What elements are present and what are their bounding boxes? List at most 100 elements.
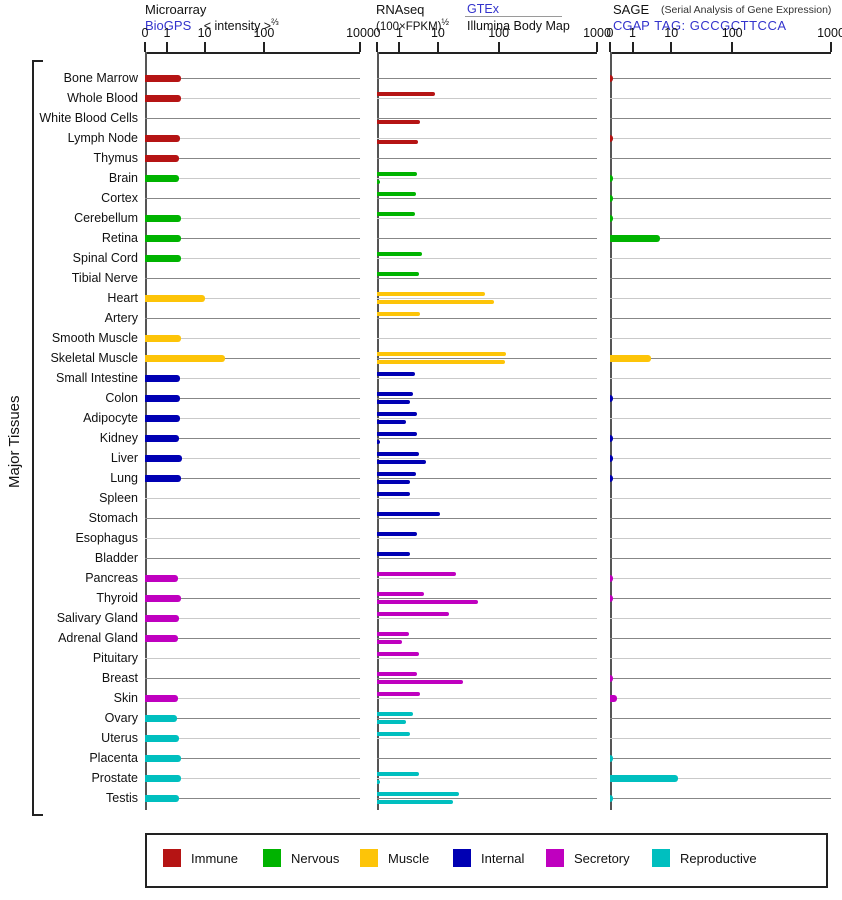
sage-title: SAGE [613,2,650,17]
rnaseq-illumina-bar [377,180,380,184]
tissue-label: Brain [108,171,138,185]
microarray-gridline [145,138,360,139]
cgap-link[interactable]: CGAP [613,18,650,33]
rnaseq-gtex-bar [377,492,411,496]
rnaseq-gtex-bar [377,612,449,616]
rnaseq-gridline [377,218,597,219]
microarray-gridline [145,318,360,319]
microarray-axis-tick [262,42,265,52]
microarray-axis-tick [144,42,146,52]
sage-bar [610,455,613,462]
sage-bar [610,435,613,442]
microarray-gridline [145,458,360,459]
sage-gridline [610,338,831,339]
sage-gridline [610,538,831,539]
sage-bar [610,475,613,482]
microarray-bar [145,155,180,162]
rnaseq-illumina-bar [377,460,426,464]
tissue-label: Pituitary [92,651,138,665]
rnaseq-gtex-bar [377,312,421,316]
microarray-bar [145,135,180,142]
rnaseq-gtex-bar [377,652,419,656]
sage-bar [610,175,613,182]
sage-gridline [610,558,831,559]
rnaseq-gridline [377,98,597,99]
sage-gridline [610,438,831,439]
sage-gridline [610,258,831,259]
microarray-gridline [145,778,360,779]
sage-gridline [610,798,831,799]
rnaseq-illumina-bar [377,360,505,364]
rnaseq-gridline [377,778,597,779]
sage-axis-tick-label: 1000 [817,26,842,40]
gtex-link[interactable]: GTEx [467,2,499,16]
microarray-gridline [145,198,360,199]
rnaseq-gridline [377,238,597,239]
rnaseq-gridline [377,158,597,159]
tissue-label: Adrenal Gland [58,631,138,645]
biogps-link[interactable]: BioGPS [145,18,192,34]
microarray-bar [145,795,180,802]
rnaseq-axis-tick [497,42,500,52]
rnaseq-illumina-bar [377,680,464,684]
rnaseq-gtex-bar [377,592,424,596]
microarray-bar [145,335,182,342]
microarray-gridline [145,518,360,519]
rnaseq-gtex-bar [377,552,411,556]
tissue-label: Bone Marrow [63,71,138,85]
microarray-bar [145,695,179,702]
rnaseq-gtex-bar [377,532,417,536]
rnaseq-gtex-bar [377,572,457,576]
nervous-color-swatch [263,849,281,867]
rnaseq-gtex-bar [377,272,419,276]
microarray-bar [145,235,182,242]
tissue-label: Heart [107,291,138,305]
rnaseq-panel-border [377,52,379,810]
legend-label: Muscle [388,850,430,866]
rnaseq-gtex-bar [377,292,486,296]
sage-axis-tick [830,42,832,52]
microarray-bar [145,175,180,182]
rnaseq-gtex-bar [377,192,417,196]
tissue-label: Kidney [99,431,138,445]
microarray-gridline [145,618,360,619]
microarray-panel-border [145,52,147,810]
sage-bar [610,195,613,202]
rnaseq-gtex-bar [377,632,410,636]
microarray-axis-tick-label: 1 [163,26,171,40]
microarray-gridline [145,698,360,699]
tissue-label: Small Intestine [56,371,138,385]
rnaseq-gtex-bar [377,432,418,436]
microarray-bar [145,375,180,382]
sage-axis-tick-label: 1 [629,26,636,40]
sage-gridline [610,658,831,659]
sage-axis-tick [670,42,673,52]
sage-bar [610,695,617,702]
microarray-title: Microarray [145,2,207,17]
sage-gridline [610,398,831,399]
rnaseq-gtex-bar [377,712,413,716]
sage-gridline [610,518,831,519]
microarray-gridline [145,638,360,639]
rnaseq-gridline [377,538,597,539]
microarray-bar [145,395,180,402]
tissue-label: Skeletal Muscle [50,351,138,365]
internal-color-swatch [453,849,471,867]
sage-gridline [610,198,831,199]
rnaseq-axis-tick-label: 100 [488,26,510,40]
microarray-gridline [145,658,360,659]
rnaseq-gtex-bar [377,92,435,96]
rnaseq-gridline [377,78,597,79]
tissue-label: Spinal Cord [72,251,138,265]
immune-color-swatch [163,849,181,867]
tissue-label: Esophagus [75,531,138,545]
tissue-label: Thymus [93,151,138,165]
sage-gridline [610,78,831,79]
rnaseq-gridline [377,698,597,699]
sage-gridline [610,618,831,619]
sage-bar [610,675,613,682]
sage-gridline [610,378,831,379]
sage-gridline [610,458,831,459]
microarray-bar [145,715,178,722]
